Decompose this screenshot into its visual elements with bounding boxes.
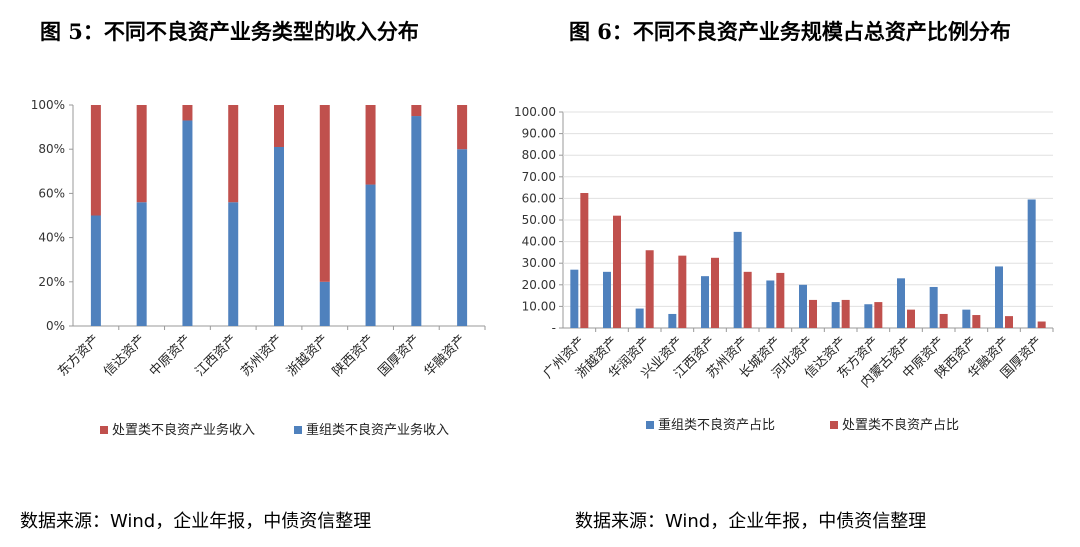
right-bar-disposal xyxy=(645,250,654,328)
right-bar-disposal xyxy=(809,299,817,328)
left-bar-disposal xyxy=(228,105,239,203)
right-legend-swatch xyxy=(830,421,838,429)
right-legend-label: 重组类不良资产占比 xyxy=(658,417,775,433)
left-bar-disposal xyxy=(182,105,193,121)
left-y-tick-label: 80% xyxy=(38,142,65,156)
right-y-tick-label: 60.00 xyxy=(522,191,556,205)
left-category-label: 江西资产 xyxy=(193,332,240,379)
right-bar-disposal xyxy=(874,302,883,328)
left-bar-restructure xyxy=(411,116,422,326)
left-bar-disposal xyxy=(411,105,422,117)
right-bar-restructure xyxy=(766,280,775,328)
right-bar-restructure xyxy=(570,269,579,328)
right-bar-disposal xyxy=(613,215,621,328)
right-bar-disposal xyxy=(743,271,752,328)
right-bar-restructure xyxy=(701,276,709,328)
left-bar-disposal xyxy=(457,105,468,150)
left-y-tick-label: 20% xyxy=(38,275,65,289)
right-y-tick-label: 40.00 xyxy=(522,235,556,249)
right-bar-restructure xyxy=(733,231,742,328)
left-legend-label: 重组类不良资产业务收入 xyxy=(306,422,449,438)
left-category-label: 东方资产 xyxy=(55,332,103,380)
right-bar-restructure xyxy=(929,286,938,328)
left-bar-restructure xyxy=(228,202,239,326)
right-legend-label: 处置类不良资产占比 xyxy=(842,417,959,433)
left-bar-restructure xyxy=(90,215,101,326)
right-bar-restructure xyxy=(897,278,905,328)
left-y-tick-label: 60% xyxy=(38,186,65,200)
right-bar-disposal xyxy=(776,272,785,328)
left-bar-restructure xyxy=(457,149,468,326)
left-source-note: 数据来源：Wind，企业年报，中债资信整理 xyxy=(20,511,372,532)
left-legend-label: 处置类不良资产业务收入 xyxy=(112,422,255,438)
left-bar-disposal xyxy=(90,105,101,216)
right-bar-restructure xyxy=(995,266,1003,328)
left-bar-restructure xyxy=(274,146,284,326)
right-bar-restructure xyxy=(831,302,840,328)
right-chart-title: 图 6：不同不良资产业务规模占总资产比例分布 xyxy=(569,19,1011,44)
right-legend-swatch xyxy=(646,421,654,429)
left-bar-restructure xyxy=(365,184,376,326)
left-bar-disposal xyxy=(365,105,376,185)
right-y-tick-label: 10.00 xyxy=(522,299,556,313)
right-bar-disposal xyxy=(1037,321,1046,328)
right-bar-restructure xyxy=(799,284,807,328)
right-y-tick-label: 100.00 xyxy=(514,105,556,119)
right-bar-restructure xyxy=(603,271,611,328)
left-category-label: 苏州资产 xyxy=(238,332,286,380)
right-bar-restructure xyxy=(635,308,644,328)
right-y-tick-label: 50.00 xyxy=(522,213,556,227)
left-chart-title: 图 5：不同不良资产业务类型的收入分布 xyxy=(40,19,419,44)
right-bar-restructure xyxy=(864,304,873,328)
right-bar-disposal xyxy=(907,309,915,328)
right-y-tick-label: 90.00 xyxy=(522,127,556,141)
left-y-tick-label: 0% xyxy=(46,319,65,333)
right-bar-disposal xyxy=(972,315,981,328)
right-bar-restructure xyxy=(962,309,971,328)
left-bar-restructure xyxy=(182,120,193,326)
left-category-label: 中原资产 xyxy=(147,332,194,379)
right-y-tick-label: - xyxy=(552,321,556,335)
left-category-label: 华融资产 xyxy=(422,332,469,379)
left-bar-disposal xyxy=(274,105,284,147)
left-bar-disposal xyxy=(136,105,147,203)
right-bar-restructure xyxy=(1027,199,1036,328)
left-y-tick-label: 40% xyxy=(38,231,65,245)
right-bar-disposal xyxy=(1005,316,1013,328)
right-y-tick-label: 30.00 xyxy=(522,256,556,270)
left-category-label: 信达资产 xyxy=(101,332,148,379)
right-bar-restructure xyxy=(668,313,677,328)
right-y-tick-label: 80.00 xyxy=(522,148,556,162)
left-legend-swatch xyxy=(100,426,108,434)
left-category-label: 国厚资产 xyxy=(376,332,423,379)
right-bar-disposal xyxy=(841,299,850,328)
right-y-tick-label: 20.00 xyxy=(522,278,556,292)
right-bar-disposal xyxy=(580,193,589,328)
right-bar-disposal xyxy=(678,255,687,328)
left-y-tick-label: 100% xyxy=(31,98,65,112)
right-y-tick-label: 70.00 xyxy=(522,170,556,184)
left-bar-disposal xyxy=(319,105,330,282)
left-legend-swatch xyxy=(294,426,302,434)
left-category-label: 浙越资产 xyxy=(284,332,331,379)
right-source-note: 数据来源：Wind，企业年报，中债资信整理 xyxy=(575,511,927,532)
right-bar-disposal xyxy=(711,257,719,328)
left-bar-restructure xyxy=(136,202,147,326)
right-bar-disposal xyxy=(939,313,948,328)
left-bar-restructure xyxy=(319,281,330,326)
left-category-label: 陕西资产 xyxy=(330,332,377,379)
